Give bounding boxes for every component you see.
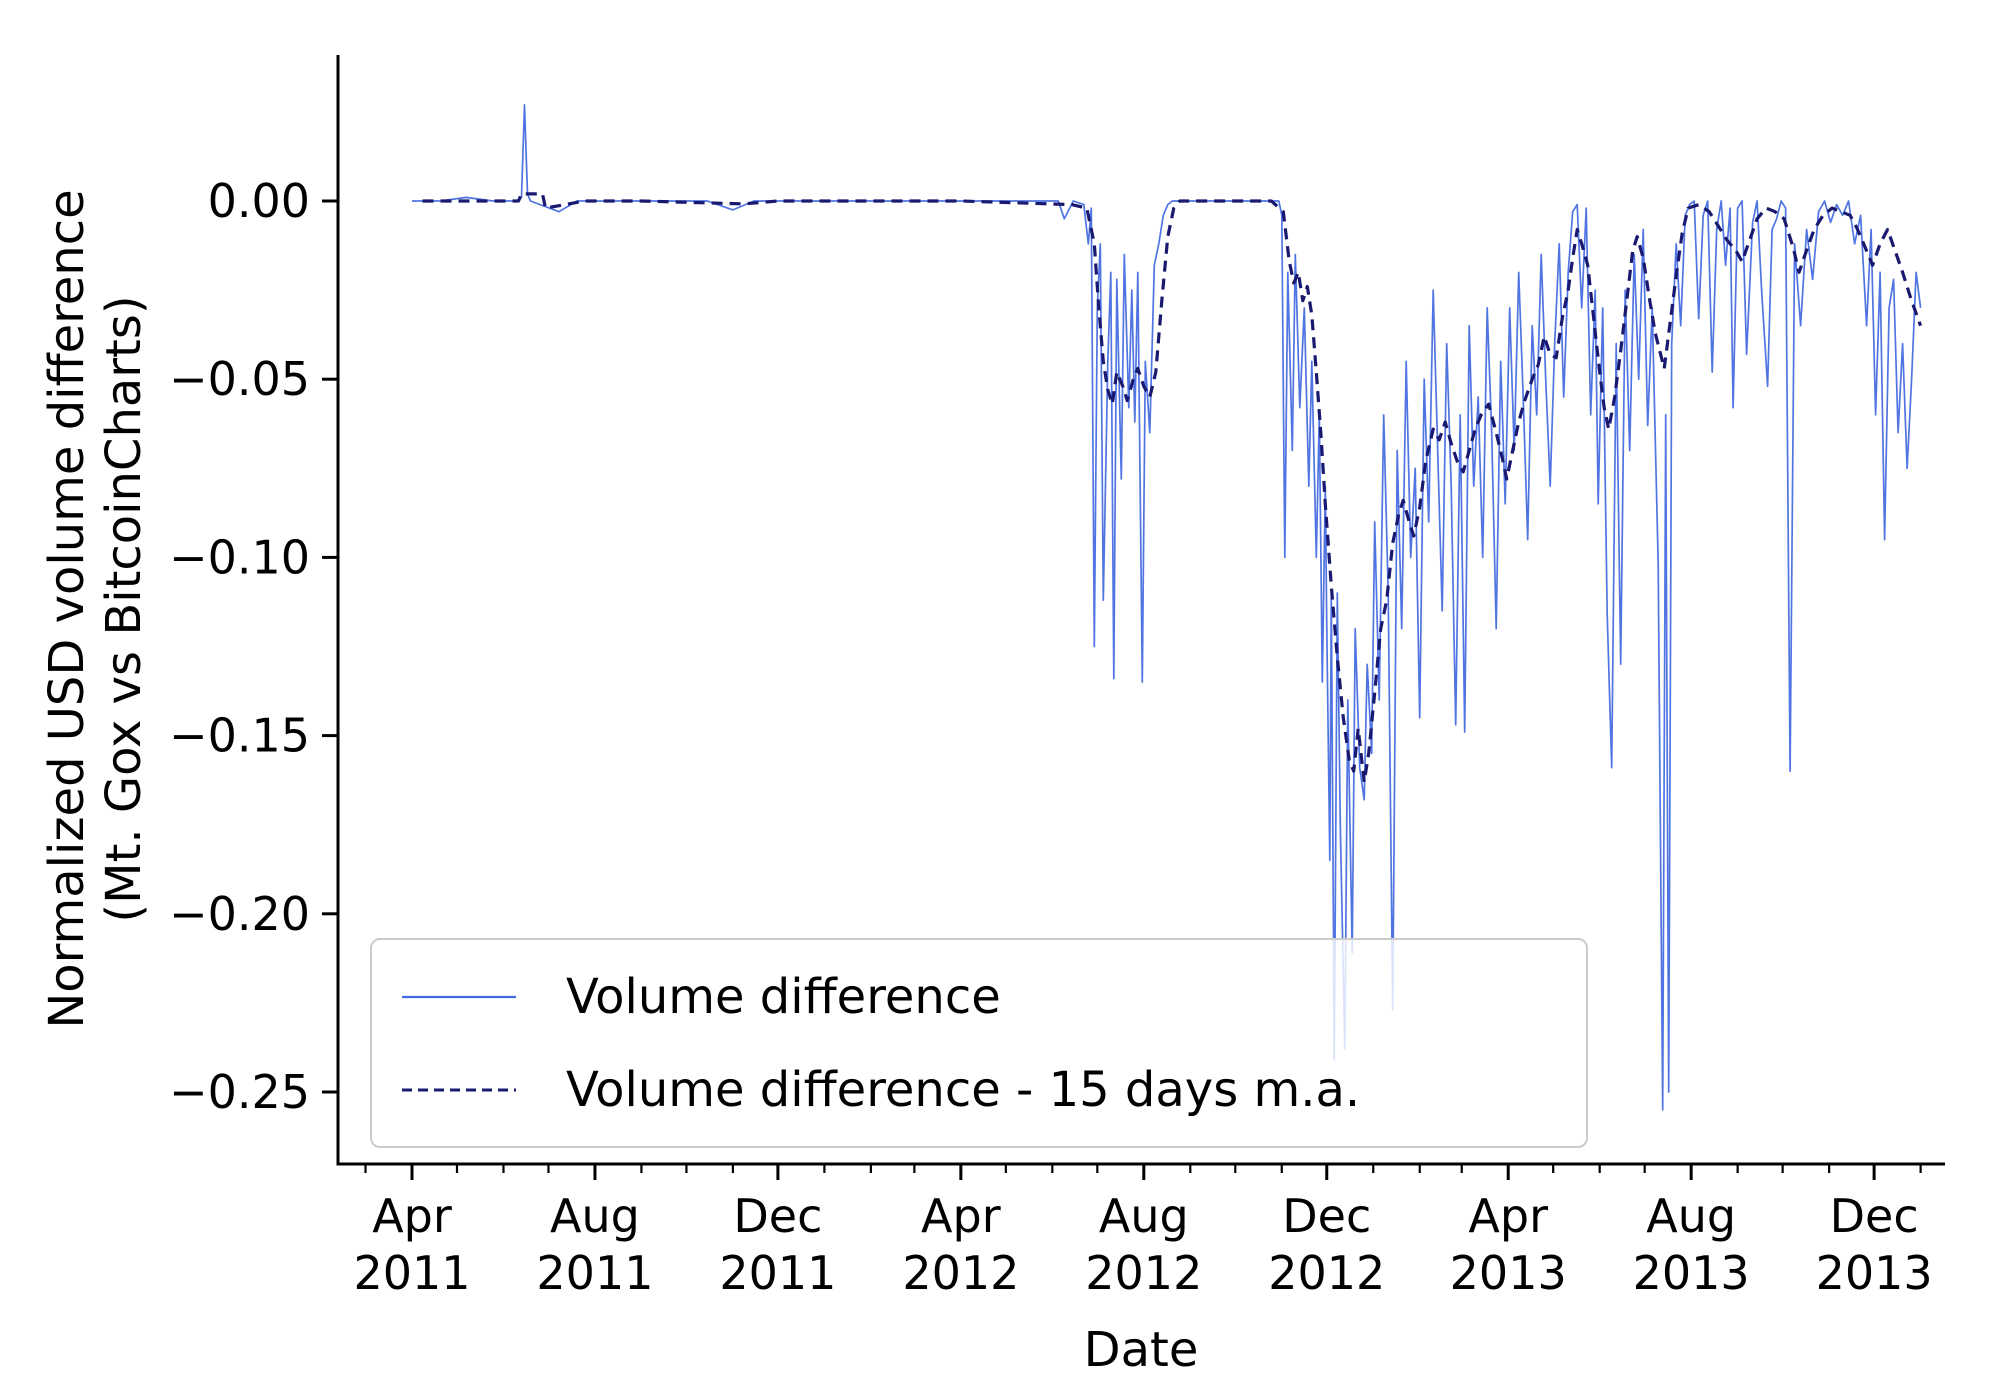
x-tick-label-year: 2011 — [536, 1246, 653, 1300]
x-tick-label-month: Apr — [921, 1189, 1001, 1243]
y-axis-label: Normalized USD volume difference (Mt. Go… — [39, 189, 153, 1028]
x-tick-label-month: Apr — [1468, 1189, 1548, 1243]
y-axis-label-line1: Normalized USD volume difference — [39, 189, 95, 1029]
legend-label-moving-average: Volume difference - 15 days m.a. — [566, 1061, 1361, 1118]
x-tick-label-month: Aug — [1099, 1189, 1189, 1243]
y-tick-label: 0.00 — [208, 174, 310, 228]
y-tick-label: −0.05 — [169, 352, 310, 406]
series-moving-average — [422, 192, 1923, 784]
x-tick-label-year: 2012 — [902, 1246, 1019, 1300]
y-tick-label: −0.15 — [169, 709, 310, 763]
x-tick-label-year: 2011 — [719, 1246, 836, 1300]
x-axis-label: Date — [1083, 1322, 1199, 1378]
x-tick-label-month: Aug — [1646, 1189, 1736, 1243]
x-tick-label-month: Aug — [550, 1189, 640, 1243]
legend: Volume difference Volume difference - 15… — [370, 938, 1588, 1148]
series-volume-difference — [412, 103, 1922, 1111]
x-tick-label-year: 2013 — [1633, 1246, 1750, 1300]
x-tick-label-month: Dec — [1282, 1189, 1371, 1243]
y-axis-label-line2: (Mt. Gox vs BitcoinCharts) — [96, 295, 152, 923]
x-tick-label-month: Dec — [1830, 1189, 1919, 1243]
legend-line-sample-dashed — [402, 1088, 516, 1091]
x-tick-label-year: 2013 — [1450, 1246, 1567, 1300]
x-tick-label-year: 2012 — [1268, 1246, 1385, 1300]
x-tick-label-year: 2012 — [1085, 1246, 1202, 1300]
legend-row-volume-difference: Volume difference — [372, 952, 1586, 1042]
legend-row-moving-average: Volume difference - 15 days m.a. — [372, 1045, 1586, 1135]
x-tick-label-month: Dec — [733, 1189, 822, 1243]
y-tick-label: −0.20 — [169, 887, 310, 941]
legend-line-sample-solid — [402, 995, 516, 998]
y-tick-label: −0.10 — [169, 530, 310, 584]
x-tick-label-year: 2011 — [353, 1246, 470, 1300]
y-tick-label: −0.25 — [169, 1065, 310, 1119]
x-tick-label-month: Apr — [372, 1189, 452, 1243]
x-tick-label-year: 2013 — [1816, 1246, 1933, 1300]
legend-label-volume-difference: Volume difference — [566, 968, 1001, 1025]
